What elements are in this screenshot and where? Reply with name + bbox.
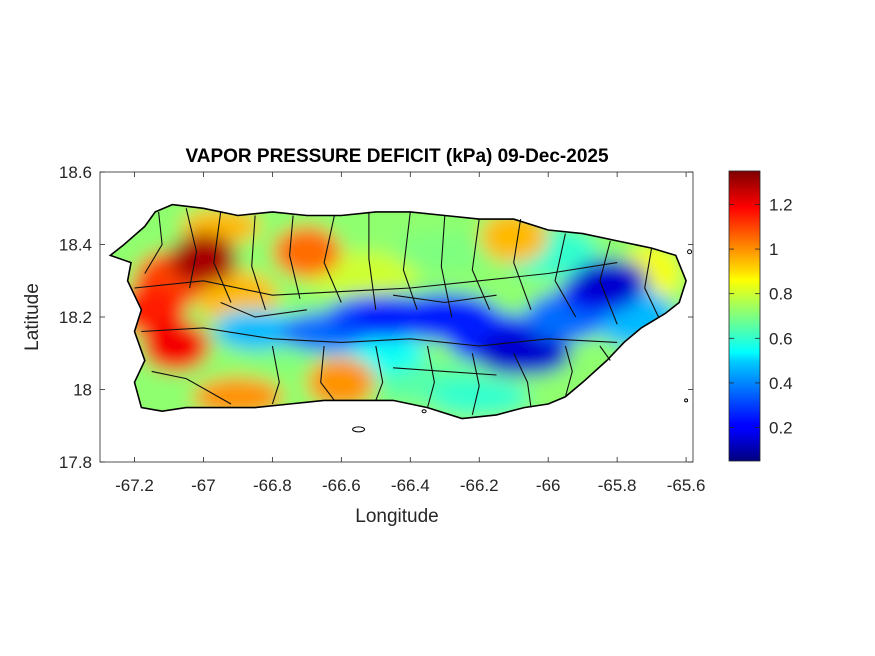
y-tick-label: 18.2	[59, 308, 92, 327]
heat-blob	[215, 313, 296, 350]
islet	[352, 426, 366, 433]
municipality-border	[402, 211, 418, 310]
municipality-border	[144, 211, 163, 274]
islet	[684, 398, 689, 403]
colorbar-tick-label: 0.4	[769, 374, 793, 393]
municipality-border	[220, 301, 307, 318]
region-south-center-high	[307, 356, 376, 409]
colorbar-tick-label: 0.6	[769, 329, 793, 348]
x-tick-label: -65.6	[667, 476, 706, 495]
islet	[421, 409, 427, 414]
x-tick-label: -67.2	[115, 476, 154, 495]
x-tick-label: -66.4	[391, 476, 430, 495]
municipality-border	[513, 219, 532, 310]
municipality-border	[151, 370, 232, 405]
municipality-border	[440, 215, 453, 318]
municipality-border	[393, 294, 497, 304]
region-central-low	[355, 295, 432, 339]
y-tick-label: 17.8	[59, 453, 92, 472]
municipality-borders	[134, 208, 659, 416]
y-tick-label: 18	[73, 381, 92, 400]
island-heatmap	[110, 204, 687, 419]
municipality-border	[320, 345, 335, 401]
y-axis: 17.8 18 18.2 18.4 18.6	[59, 163, 693, 472]
heat-blob	[429, 378, 530, 415]
x-axis-label: Longitude	[355, 506, 438, 527]
x-axis: -67.2 -67 -66.8 -66.6 -66.4 -66.2 -66 -65.8 -65.…	[115, 172, 705, 495]
municipality-border	[564, 345, 573, 397]
municipality-border	[393, 367, 497, 376]
x-tick-label: -66.2	[460, 476, 499, 495]
region-northwest-peak	[169, 233, 238, 285]
municipality-border	[271, 345, 280, 405]
colorbar-tick-label: 0.8	[769, 285, 793, 304]
x-tick-label: -66.8	[253, 476, 292, 495]
municipality-border	[554, 233, 577, 318]
municipality-border	[141, 327, 618, 347]
y-tick-label: 18.6	[59, 163, 92, 182]
municipality-border	[644, 248, 659, 318]
island-outline	[108, 203, 687, 420]
municipality-border	[471, 353, 480, 416]
region-north-center-high	[272, 225, 341, 278]
colorbar-ticks: 0.2 0.4 0.6 0.8 1 1.2	[729, 195, 793, 438]
municipality-border	[368, 211, 377, 310]
municipality-border	[375, 345, 384, 401]
colorbar-tick-label: 0.2	[769, 419, 793, 438]
islet	[687, 249, 693, 255]
municipality-border	[251, 215, 267, 310]
chart-title: VAPOR PRESSURE DEFICIT (kPa) 09-Dec-2025	[185, 146, 608, 167]
islets	[352, 249, 693, 433]
x-tick-label: -67	[191, 476, 216, 495]
municipality-border	[599, 240, 618, 325]
y-tick-label: 18.4	[59, 236, 92, 255]
region-southwest-high	[141, 320, 210, 372]
municipality-border	[213, 211, 232, 303]
colorbar-tick-label: 1.2	[769, 195, 793, 214]
colorbar	[728, 170, 761, 462]
municipality-border	[323, 215, 342, 303]
heat-blob	[394, 231, 495, 272]
x-tick-label: -65.8	[598, 476, 637, 495]
municipality-border	[185, 208, 198, 289]
region-east-low	[572, 258, 649, 303]
municipality-border	[134, 262, 618, 296]
municipality-border	[426, 345, 435, 408]
y-axis-label: Latitude	[22, 283, 43, 351]
municipality-border	[289, 215, 301, 300]
x-tick-label: -66	[536, 476, 561, 495]
x-tick-label: -66.6	[322, 476, 361, 495]
colorbar-tick-label: 1	[769, 240, 778, 259]
municipality-border	[513, 352, 532, 408]
